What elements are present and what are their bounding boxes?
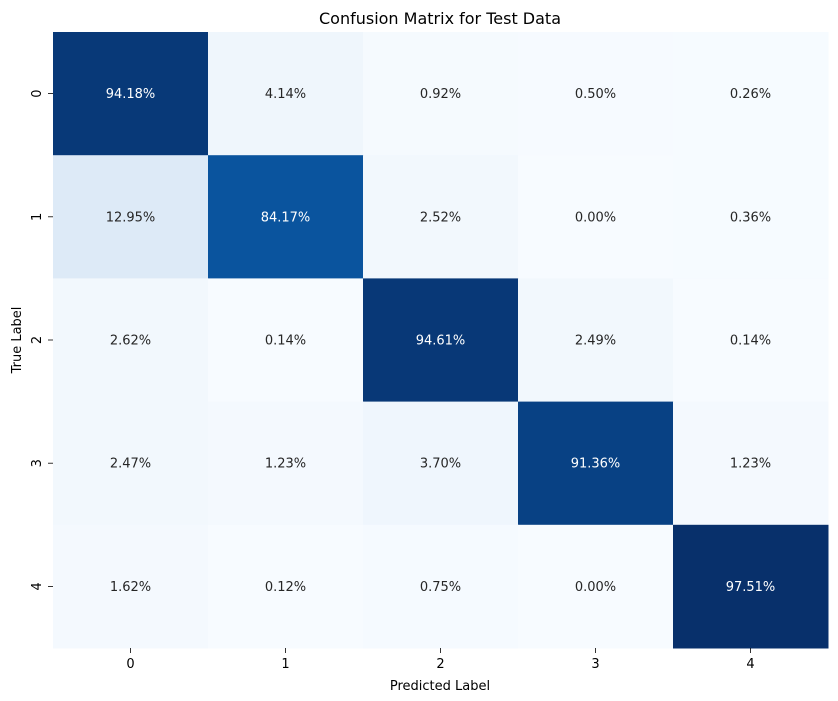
x-tick-label: 3 — [591, 657, 599, 672]
cell-value-label: 97.51% — [726, 580, 776, 595]
heatmap-cell — [518, 524, 674, 649]
y-tick-label: 0 — [30, 89, 45, 97]
heatmap-cell — [208, 401, 364, 526]
cell-value-label: 0.36% — [730, 210, 771, 225]
heatmap-cell — [673, 524, 829, 649]
heatmap-cell — [673, 401, 829, 526]
heatmap-cell — [518, 401, 674, 526]
cell-value-label: 0.26% — [730, 87, 771, 102]
cell-value-label: 0.14% — [730, 334, 771, 349]
cell-value-label: 4.14% — [265, 87, 306, 102]
cell-value-label: 2.49% — [575, 334, 616, 349]
y-tick-label: 1 — [30, 213, 45, 221]
y-tick-label: 2 — [30, 336, 45, 344]
cell-value-label: 94.61% — [416, 334, 466, 349]
heatmap-cell — [518, 155, 674, 279]
heatmap-cell — [363, 278, 519, 403]
cell-value-label: 3.70% — [420, 457, 461, 472]
cell-value-label: 91.36% — [571, 457, 621, 472]
x-axis-ticks: 0 1 2 3 4 — [126, 648, 755, 672]
heatmap-cell — [673, 32, 829, 156]
cell-value-label: 12.95% — [106, 210, 156, 225]
x-axis-label: Predicted Label — [390, 679, 490, 694]
cell-value-label: 84.17% — [261, 210, 311, 225]
heatmap-cell — [53, 32, 209, 156]
y-tick-label: 4 — [30, 582, 45, 590]
cell-value-label: 1.23% — [730, 457, 771, 472]
x-tick-label: 1 — [281, 657, 289, 672]
heatmap-cell — [363, 32, 519, 156]
heatmap-cell — [53, 401, 209, 526]
heatmap-cell — [208, 32, 364, 156]
y-axis-ticks: 0 1 2 3 4 — [30, 89, 53, 591]
heatmap-cells: 94.18% 4.14% 0.92% 0.50% 0.26% 12.95% 84.17% 2.… — [53, 32, 829, 649]
y-axis-label: True Label — [10, 307, 25, 375]
cell-value-label: 94.18% — [106, 87, 156, 102]
cell-value-label: 2.47% — [110, 457, 151, 472]
heatmap-cell — [208, 524, 364, 649]
heatmap-cell — [208, 278, 364, 403]
heatmap-cell — [363, 155, 519, 279]
heatmap-cell — [208, 155, 364, 279]
heatmap-cell — [518, 278, 674, 403]
cell-value-label: 2.52% — [420, 210, 461, 225]
heatmap-cell — [53, 278, 209, 403]
cell-value-label: 0.14% — [265, 334, 306, 349]
heatmap-cell — [673, 278, 829, 403]
heatmap-cell — [363, 524, 519, 649]
cell-value-label: 1.62% — [110, 580, 151, 595]
cell-value-label: 0.12% — [265, 580, 306, 595]
cell-value-label: 0.75% — [420, 580, 461, 595]
cell-value-label: 0.00% — [575, 580, 616, 595]
chart-title: Confusion Matrix for Test Data — [319, 9, 561, 28]
x-tick-label: 2 — [436, 657, 444, 672]
cell-value-label: 0.50% — [575, 87, 616, 102]
cell-value-label: 1.23% — [265, 457, 306, 472]
heatmap-cell — [53, 155, 209, 279]
x-tick-label: 4 — [746, 657, 754, 672]
x-tick-label: 0 — [126, 657, 134, 672]
heatmap-cell — [673, 155, 829, 279]
y-tick-label: 3 — [30, 459, 45, 467]
cell-value-label: 2.62% — [110, 334, 151, 349]
heatmap-cell — [53, 524, 209, 649]
cell-value-label: 0.92% — [420, 87, 461, 102]
heatmap-cell — [363, 401, 519, 526]
cell-value-label: 0.00% — [575, 210, 616, 225]
heatmap-cell — [518, 32, 674, 156]
